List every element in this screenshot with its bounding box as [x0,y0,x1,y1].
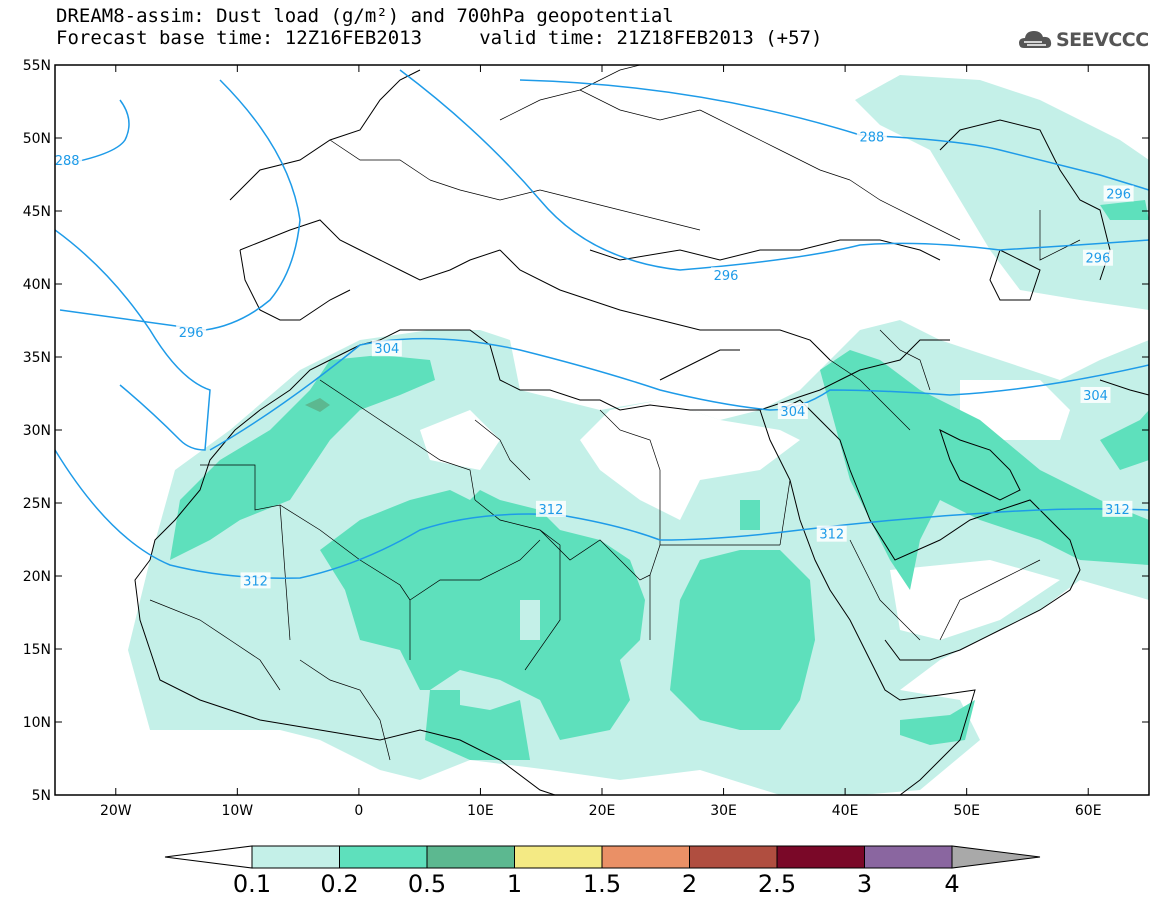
coastlines [134,69,1149,795]
dust-layer-heavy [305,398,330,412]
contour-label: 296 [1106,187,1131,202]
lat-tick-label: 15N [23,642,51,658]
dust-layer-inner-light [460,600,540,710]
contour-label: 296 [1086,252,1111,267]
lon-tick-label: 20W [100,803,132,819]
map-subtitle: Forecast base time: 12Z16FEB2013 valid t… [56,27,823,49]
logo-text: SEEVCCC [1056,29,1149,51]
lat-tick-label: 50N [23,131,51,147]
lon-tick-label: 30E [710,803,737,819]
lon-tick-label: 50E [953,803,980,819]
dust-layer-medium [170,200,1149,760]
lat-tick-label: 35N [23,350,51,366]
contour-label-bg [856,128,887,145]
colorbar-label: 2.5 [757,870,797,898]
contour-label-bg [710,267,741,284]
colorbar-label: 3 [856,870,873,898]
lat-tick-label: 40N [23,277,51,293]
lat-tick-label: 20N [23,569,51,585]
seevccc-logo: SEEVCCC [1018,26,1158,56]
colorbar-label: 0.5 [407,870,447,898]
lon-tick-label: 10W [221,803,253,819]
lon-tick-label: 0 [354,803,363,819]
lon-tick-label: 40E [832,803,859,819]
contour-label: 304 [1083,389,1108,404]
contour-label-bg [1082,249,1113,266]
contour-label-bg [240,572,271,589]
contour-label-bg [535,500,566,517]
lat-tick-label: 10N [23,715,51,731]
contour-label: 304 [780,405,805,420]
lon-tick-label: 20E [589,803,616,819]
country-borders [149,65,1081,761]
contour-label-bg [1103,185,1134,202]
contour-label-bg [777,403,808,420]
lat-tick-label: 30N [23,423,51,439]
contour-label-bg [816,525,847,542]
contour-label-bg [52,151,83,168]
lat-tick-label: 5N [32,788,51,804]
contour-label: 296 [714,269,739,284]
geopotential-contours [55,69,1149,579]
contour-label: 304 [374,342,399,357]
colorbar-label: 2 [681,870,698,898]
contour-labels: 288 288 296 296 296 296 304 304 304 312 312 312 312 [52,128,1134,589]
contour-label-bg [1102,500,1133,517]
colorbar-label: 1.5 [582,870,622,898]
lat-tick-label: 25N [23,496,51,512]
lon-tick-label: 10E [467,803,494,819]
contour-label: 296 [179,326,204,341]
contour-label: 288 [859,131,884,146]
contour-label-bg [1080,386,1111,403]
dust-free-areas [420,380,1070,640]
contour-label: 312 [243,574,268,589]
contour-label: 312 [1105,503,1130,518]
lon-tick-label: 60E [1075,803,1102,819]
colorbar-label: 0.2 [320,870,359,898]
lat-tick-label: 45N [23,204,51,220]
contour-label: 312 [819,528,844,543]
contour-label-bg [371,340,402,357]
colorbar-label: 1 [506,870,523,898]
colorbar-label: 0.1 [232,870,272,898]
contour-label: 288 [55,154,80,169]
map-title: DREAM8-assim: Dust load (g/m²) and 700hP… [56,5,674,27]
lat-tick-label: 55N [23,58,51,74]
contour-label-bg [176,324,207,341]
map-plot-area [55,65,1149,795]
cloud-icon [1019,31,1052,48]
colorbar-label: 4 [944,870,960,898]
contour-label: 312 [539,503,564,518]
axis-ticks: 20W 10W 0 10E 20E 30E 40E 50E 60E 55N 50N 45N 40N 35N… [23,58,1149,819]
